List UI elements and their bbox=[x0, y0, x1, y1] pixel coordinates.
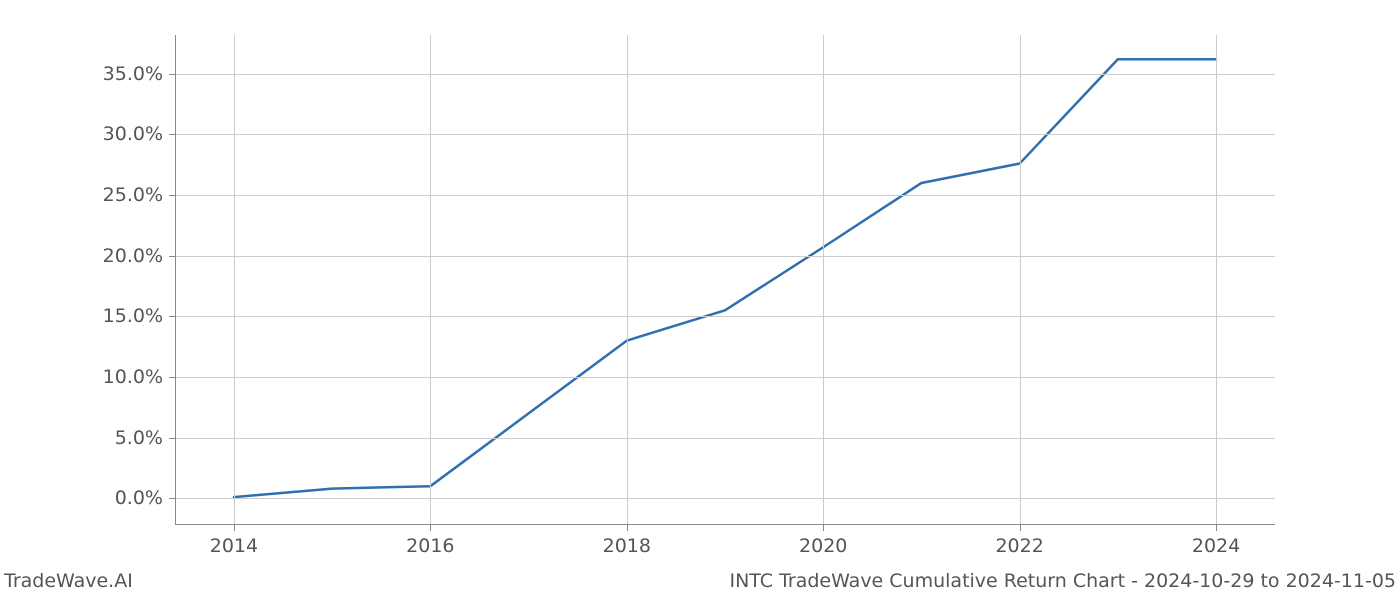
y-tick bbox=[169, 377, 175, 378]
y-tick bbox=[169, 256, 175, 257]
gridline-h bbox=[175, 377, 1275, 378]
footer-left-text: TradeWave.AI bbox=[4, 570, 133, 592]
footer-right-text: INTC TradeWave Cumulative Return Chart -… bbox=[729, 570, 1396, 592]
axis-spine-left bbox=[175, 35, 176, 525]
x-tick-label: 2024 bbox=[1192, 535, 1240, 557]
y-tick-label: 35.0% bbox=[103, 63, 163, 85]
y-tick bbox=[169, 74, 175, 75]
y-tick bbox=[169, 134, 175, 135]
x-tick-label: 2022 bbox=[995, 535, 1043, 557]
y-tick bbox=[169, 498, 175, 499]
gridline-h bbox=[175, 316, 1275, 317]
x-tick bbox=[627, 525, 628, 531]
gridline-h bbox=[175, 195, 1275, 196]
gridline-v bbox=[1216, 35, 1217, 525]
y-tick bbox=[169, 316, 175, 317]
y-tick-label: 0.0% bbox=[115, 487, 163, 509]
y-tick bbox=[169, 438, 175, 439]
gridline-v bbox=[1020, 35, 1021, 525]
line-layer bbox=[175, 35, 1275, 525]
y-tick-label: 5.0% bbox=[115, 427, 163, 449]
y-tick-label: 10.0% bbox=[103, 366, 163, 388]
y-tick-label: 25.0% bbox=[103, 184, 163, 206]
y-tick-label: 15.0% bbox=[103, 305, 163, 327]
gridline-v bbox=[430, 35, 431, 525]
x-tick bbox=[234, 525, 235, 531]
gridline-v bbox=[627, 35, 628, 525]
axis-spine-bottom bbox=[175, 524, 1275, 525]
x-tick bbox=[1216, 525, 1217, 531]
y-tick bbox=[169, 195, 175, 196]
x-tick-label: 2018 bbox=[603, 535, 651, 557]
x-tick-label: 2020 bbox=[799, 535, 847, 557]
gridline-h bbox=[175, 438, 1275, 439]
y-tick-label: 30.0% bbox=[103, 123, 163, 145]
gridline-v bbox=[823, 35, 824, 525]
gridline-h bbox=[175, 498, 1275, 499]
x-tick bbox=[823, 525, 824, 531]
x-tick bbox=[1020, 525, 1021, 531]
x-tick-label: 2014 bbox=[210, 535, 258, 557]
x-tick-label: 2016 bbox=[406, 535, 454, 557]
gridline-h bbox=[175, 74, 1275, 75]
gridline-h bbox=[175, 134, 1275, 135]
data-line-cumulative_return bbox=[234, 59, 1216, 497]
y-tick-label: 20.0% bbox=[103, 245, 163, 267]
gridline-v bbox=[234, 35, 235, 525]
chart-container: TradeWave.AI INTC TradeWave Cumulative R… bbox=[0, 0, 1400, 600]
plot-area bbox=[175, 35, 1275, 525]
gridline-h bbox=[175, 256, 1275, 257]
x-tick bbox=[430, 525, 431, 531]
